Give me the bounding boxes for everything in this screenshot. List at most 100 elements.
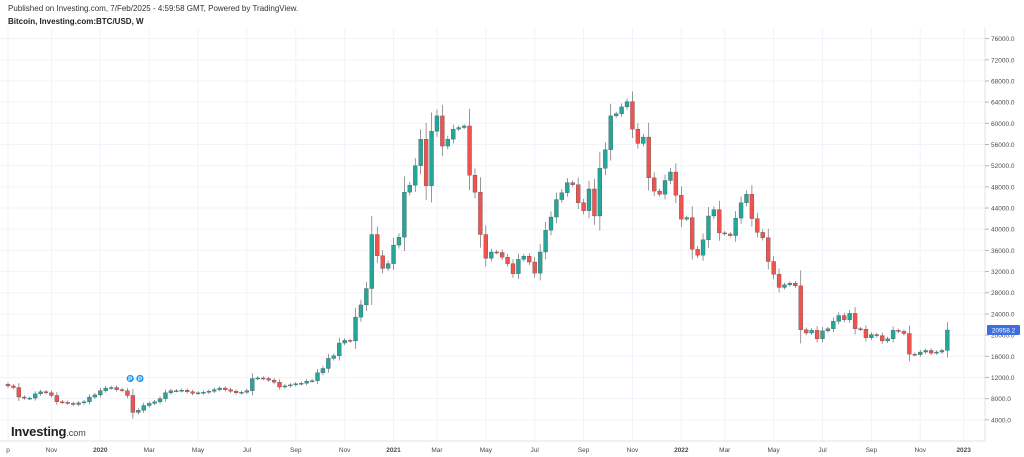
candle-up: [809, 330, 814, 334]
candle-down: [119, 389, 125, 391]
candle-up: [87, 396, 92, 402]
candle-up: [201, 392, 206, 394]
candle-down: [60, 401, 65, 403]
candle-down: [679, 195, 684, 220]
candle-down: [505, 257, 510, 264]
candle-down: [771, 261, 776, 275]
candle-down: [130, 395, 136, 413]
candle-up: [331, 355, 336, 359]
candle-up: [939, 350, 945, 353]
candle-up: [391, 244, 396, 264]
candle-up: [554, 199, 559, 218]
candle-up: [364, 288, 369, 306]
candle-down: [49, 392, 54, 396]
candle-down: [776, 274, 782, 288]
x-tick-label: Sep: [290, 447, 302, 454]
candle-up: [847, 313, 852, 320]
candle-down: [749, 194, 755, 219]
candle-up: [413, 165, 418, 186]
candle-up: [282, 385, 288, 388]
candle-up: [320, 368, 326, 373]
y-tick-label: 20000.0: [991, 333, 1015, 340]
y-tick-label: 68000.0: [991, 78, 1015, 85]
y-tick-label: 36000.0: [991, 248, 1015, 255]
candle-up: [662, 180, 668, 195]
candle-down: [65, 402, 70, 404]
candle-up: [179, 390, 184, 392]
candle-down: [652, 177, 657, 192]
candle-up: [489, 251, 494, 259]
symbol-title: Bitcoin, Investing.com:BTC/USD, W: [8, 17, 144, 26]
candle-down: [673, 171, 679, 196]
y-tick-label: 72000.0: [991, 57, 1015, 64]
candle-up: [706, 215, 711, 240]
candle-down: [722, 232, 727, 235]
candle-down: [630, 101, 635, 130]
candle-up: [342, 340, 347, 344]
last-price-tag: 20958.2: [987, 325, 1020, 336]
candle-down: [261, 377, 266, 380]
candle-up: [945, 329, 950, 351]
candle-up: [537, 251, 543, 274]
candle-down: [690, 217, 695, 250]
candle-up: [700, 239, 706, 256]
candle-up: [157, 398, 163, 402]
event-marker-p: [136, 374, 144, 383]
candle-down: [467, 125, 472, 176]
candle-up: [299, 383, 304, 385]
candle-down: [570, 182, 575, 185]
y-tick-label: 4000.0: [991, 417, 1011, 424]
candle-up: [168, 390, 174, 393]
x-tick-label: Jul: [818, 447, 827, 454]
x-tick-label: Mar: [719, 447, 731, 454]
y-tick-label: 76000.0: [991, 36, 1015, 43]
y-tick-label: 8000.0: [991, 396, 1011, 403]
candle-up: [288, 384, 293, 387]
candle-down: [347, 340, 353, 342]
candle-up: [565, 182, 570, 193]
candle-down: [114, 387, 119, 390]
candle-down: [804, 329, 809, 334]
x-tick-label: 2021: [386, 447, 401, 454]
candle-up: [603, 149, 608, 169]
x-tick-label: Nov: [46, 447, 58, 454]
candle-down: [271, 379, 277, 383]
candle-down: [907, 333, 912, 355]
candle-up: [614, 113, 619, 117]
candle-down: [717, 209, 722, 234]
candle-up: [217, 387, 222, 390]
x-tick-label: Jul: [243, 447, 252, 454]
candle-down: [494, 251, 499, 254]
candle-down: [510, 263, 516, 274]
candle-up: [141, 405, 146, 411]
candle-down: [483, 234, 488, 259]
x-tick-label: 2022: [674, 447, 689, 454]
x-tick-label: Mar: [431, 447, 443, 454]
candle-up: [890, 330, 896, 339]
candle-down: [901, 331, 907, 334]
candle-up: [163, 392, 168, 399]
candle-up: [586, 188, 592, 211]
candle-down: [11, 385, 16, 388]
candle-down: [478, 191, 483, 235]
candle-up: [81, 401, 87, 404]
x-tick-label: Sep: [578, 447, 590, 454]
y-tick-label: 48000.0: [991, 184, 1015, 191]
logo-wordmark: Investing: [11, 424, 67, 439]
candle-up: [885, 338, 890, 342]
candle-up: [820, 330, 825, 339]
candle-up: [407, 185, 412, 193]
x-tick-label: 2020: [93, 447, 108, 454]
candle-up: [543, 230, 548, 253]
candle-down: [858, 328, 863, 330]
candle-down: [22, 396, 27, 399]
candle-down: [228, 389, 233, 392]
time-axis: p Nov 2020 Mar May Jul Sep Nov 2021 Mar May Jul Sep N…: [6, 447, 971, 454]
candle-up: [548, 216, 554, 231]
investing-logo: Investing .com: [11, 424, 86, 439]
candle-down: [766, 237, 771, 262]
candle-up: [369, 234, 374, 289]
candle-down: [190, 391, 195, 394]
